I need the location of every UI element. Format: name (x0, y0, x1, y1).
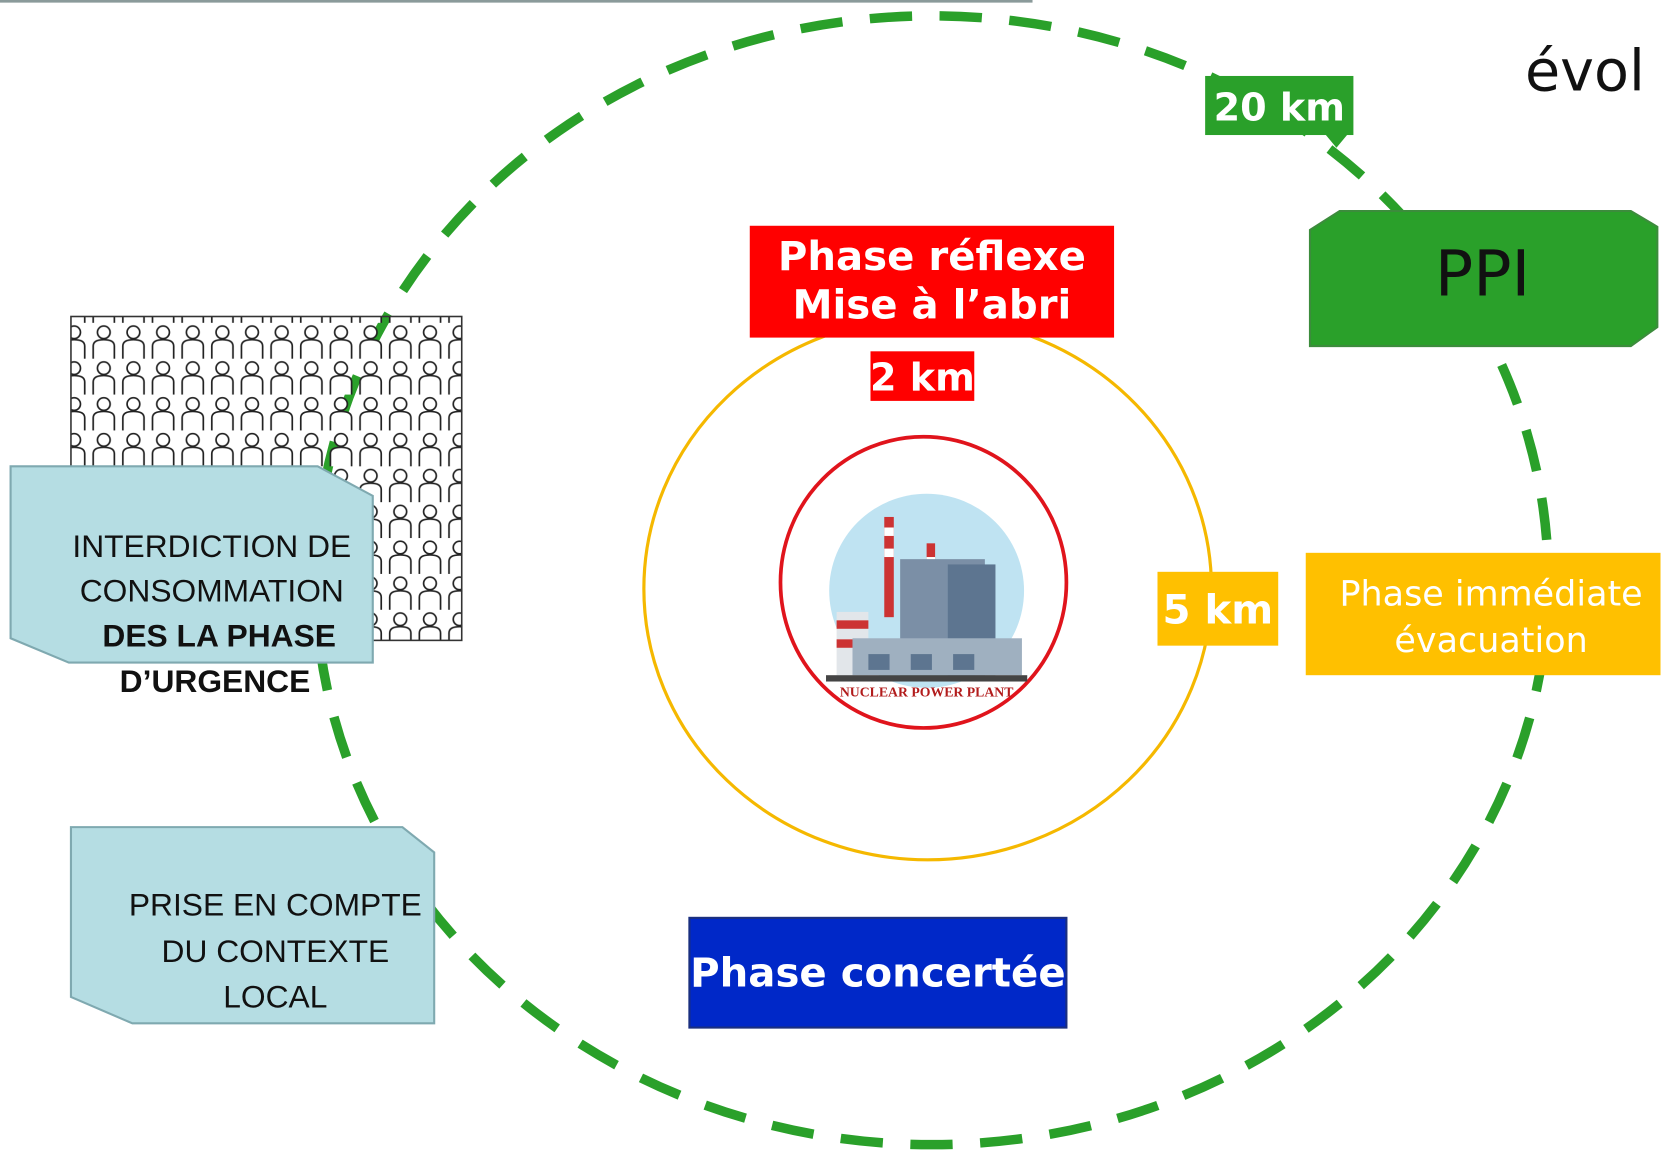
diagram: NUCLEAR POWER PLANT évol 20 km PPI Phase… (0, 0, 1661, 1160)
plant-label: NUCLEAR POWER PLANT (840, 684, 1014, 699)
title-fragment: évol (1525, 39, 1645, 105)
note-line: INTERDICTION DE (72, 528, 351, 564)
ppi-radius-tag: 20 km (1205, 76, 1353, 148)
note-line: PRISE EN COMPTE (129, 887, 422, 923)
diagram-content: NUCLEAR POWER PLANT évol 20 km PPI Phase… (0, 1, 1661, 1145)
note-line: DU CONTEXTE (162, 933, 390, 969)
ppi-label: PPI (1435, 237, 1530, 311)
immediate-radius-label: 5 km (1163, 588, 1274, 634)
plant-icon: NUCLEAR POWER PLANT (826, 494, 1027, 700)
immediate-line: Phase immédiate (1339, 575, 1642, 615)
note-line: LOCAL (223, 979, 327, 1015)
note-line: DES LA PHASE (102, 618, 336, 654)
page: NUCLEAR POWER PLANT évol 20 km PPI Phase… (0, 0, 1661, 1160)
reflex-line: Phase réflexe (778, 234, 1086, 280)
concerted-label: Phase concertée (690, 950, 1065, 996)
reflex-line: Mise à l’abri (792, 283, 1071, 329)
note-line: D’URGENCE (120, 663, 311, 699)
note-line: CONSOMMATION (80, 572, 344, 608)
ppi-radius-label: 20 km (1214, 85, 1345, 129)
reflex-radius-label: 2 km (870, 355, 975, 399)
immediate-line: évacuation (1394, 621, 1587, 661)
